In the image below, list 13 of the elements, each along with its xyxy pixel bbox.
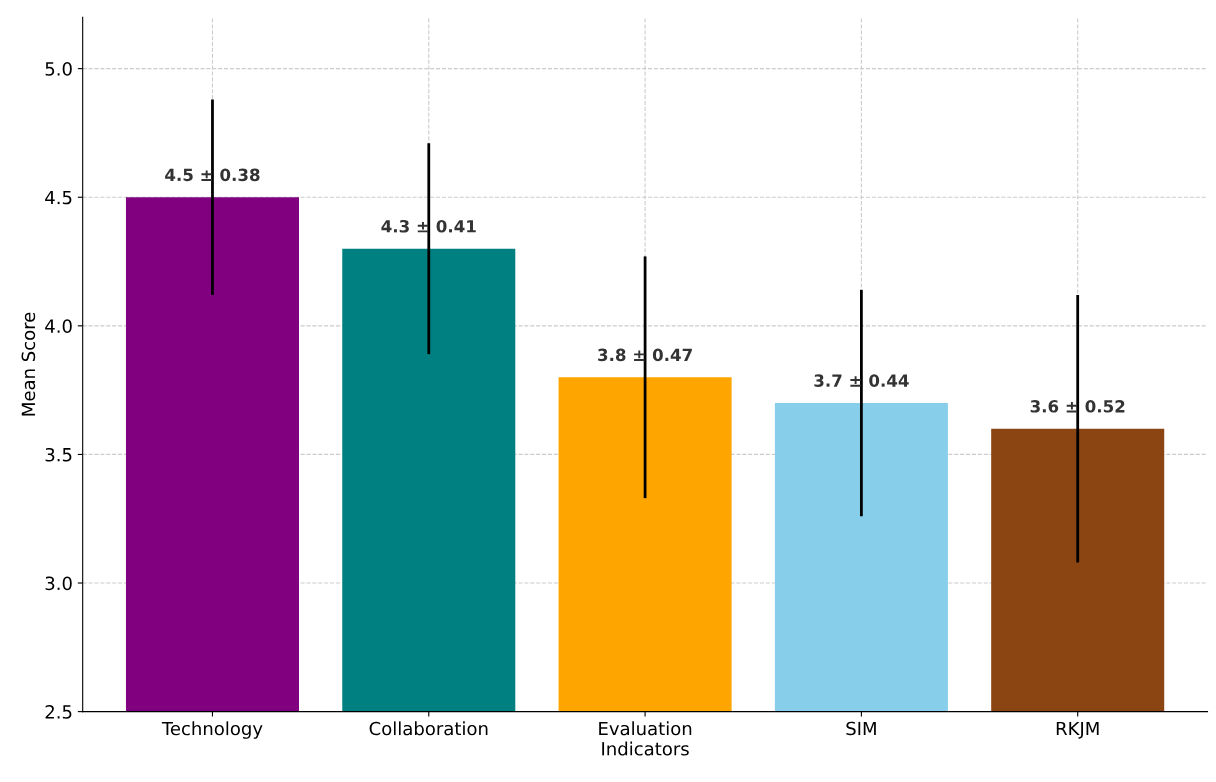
y-tick-label: 3.0	[45, 576, 72, 591]
y-axis-title: Mean Score	[21, 312, 36, 416]
x-tick-label: Evaluation	[599, 721, 692, 736]
y-tick-label: 4.0	[45, 319, 72, 333]
x-tick-label: Collaboration	[369, 721, 488, 736]
y-tick-label: 3.5	[45, 447, 72, 462]
y-tick-label: 2.5	[45, 705, 72, 719]
x-tick-label: Technology	[161, 721, 263, 739]
x-axis-title: Indicators	[602, 741, 689, 756]
x-tick-label: SIM	[846, 721, 876, 736]
y-tick-label: 5.0	[45, 62, 72, 76]
x-tick-label: RKJM	[1056, 721, 1099, 739]
y-tick-label: 4.5	[45, 190, 72, 205]
